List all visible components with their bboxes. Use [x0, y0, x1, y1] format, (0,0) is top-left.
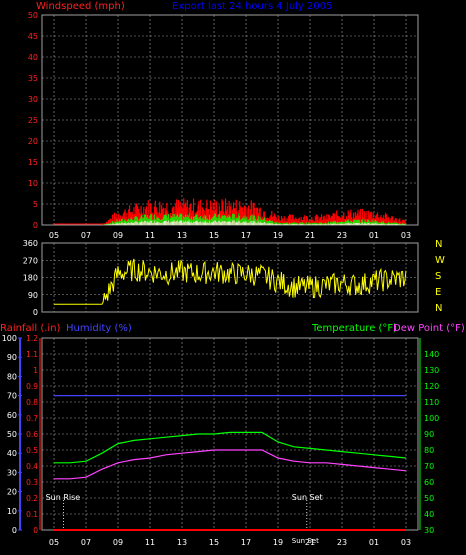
humidity-ytick-label: 70 — [7, 392, 17, 401]
wind-ytick-label: 35 — [28, 74, 38, 83]
wind-xtick-label: 09 — [113, 231, 123, 240]
thr-series-line — [54, 449, 407, 480]
direction-panel: 0 90 180 270 360 — [23, 239, 419, 317]
direction-ytick-label: 360 — [23, 239, 38, 248]
thr-xtick-label: 21 — [305, 538, 315, 547]
direction-ytick-label: 90 — [28, 291, 38, 300]
compass-n-top: N — [435, 239, 442, 250]
humidity-ytick-label: 80 — [7, 372, 17, 381]
humidity-ytick-label: 60 — [7, 411, 17, 420]
humidity-ytick-label: 10 — [7, 507, 17, 516]
rain-ytick-label: 0.4 — [26, 462, 38, 471]
temp-ytick-label: 100 — [424, 414, 439, 423]
wind-ytick-label: 20 — [28, 137, 38, 146]
direction-ytick-label: 180 — [23, 274, 38, 283]
temp-ytick-label: 80 — [424, 446, 434, 455]
sunset-label: Sun Set — [292, 493, 323, 502]
thr-xtick-label: 11 — [145, 538, 155, 547]
wind-xtick-label: 13 — [177, 231, 187, 240]
temp-ytick-label: 50 — [424, 494, 434, 503]
wind-ytick-label: 25 — [28, 116, 38, 125]
temp-ytick-label: 140 — [424, 350, 439, 359]
compass-s: S — [435, 271, 441, 282]
compass-labels: N W S E N — [435, 239, 445, 314]
dewpoint-title: Dew Point (°F) — [393, 323, 465, 334]
wind-xtick-label: 19 — [273, 231, 283, 240]
temp-ytick-label: 40 — [424, 510, 434, 519]
humidity-ytick-label: 30 — [7, 468, 17, 477]
sunset-label-bottom: Sun Set — [292, 537, 319, 545]
wind-xtick-label: 21 — [305, 231, 315, 240]
temp-ytick-label: 90 — [424, 430, 434, 439]
humidity-ytick-label: 40 — [7, 449, 17, 458]
period-title: Export last 24 hours 4 July 2005 — [172, 1, 332, 12]
wind-title: Windspeed (mph) — [36, 1, 125, 12]
wind-ytick-label: 50 — [28, 11, 38, 20]
temp-ytick-label: 30 — [424, 526, 434, 535]
humidity-ytick-label: 50 — [7, 430, 17, 439]
humidity-ytick-label: 90 — [7, 353, 17, 362]
temp-ytick-label: 130 — [424, 366, 439, 375]
thr-xtick-label: 03 — [401, 538, 411, 547]
thr-xtick-label: 07 — [81, 538, 91, 547]
sunrise-label: Sun Rise — [46, 493, 81, 502]
wind-xtick-label: 05 — [49, 231, 59, 240]
temperature-humidity-rain-panel: 010203040506070809010000.10.20.30.40.50.… — [2, 334, 440, 547]
compass-w: W — [435, 255, 445, 266]
compass-e: E — [435, 287, 441, 298]
temp-ytick-label: 120 — [424, 382, 439, 391]
rain-ytick-label: 0.9 — [26, 382, 38, 391]
rain-ytick-label: 0.7 — [26, 414, 38, 423]
direction-ytick-label: 0 — [33, 308, 38, 317]
wind-ytick-label: 45 — [28, 32, 38, 41]
compass-n-bottom: N — [435, 303, 442, 314]
thr-xtick-label: 17 — [241, 538, 251, 547]
rain-ytick-label: 1.2 — [26, 334, 38, 343]
humidity-ytick-label: 0 — [12, 526, 17, 535]
wind-ytick-label: 40 — [28, 53, 38, 62]
temp-ytick-label: 60 — [424, 478, 434, 487]
humidity-ytick-label: 100 — [2, 334, 17, 343]
direction-series-line — [54, 258, 407, 305]
temperature-title: Temperature (°F) — [311, 323, 397, 334]
rain-ytick-label: 1 — [33, 366, 38, 375]
wind-ytick-label: 30 — [28, 95, 38, 104]
rain-ytick-label: 0.2 — [26, 494, 38, 503]
thr-xtick-label: 15 — [209, 538, 219, 547]
direction-ytick-label: 270 — [23, 256, 38, 265]
rain-ytick-label: 0.3 — [26, 478, 38, 487]
wind-xtick-label: 07 — [81, 231, 91, 240]
rain-ytick-label: 0.6 — [26, 430, 38, 439]
wind-xtick-label: 11 — [145, 231, 155, 240]
rain-ytick-label: 0 — [33, 526, 38, 535]
rain-title: Rainfall (.in) — [0, 323, 61, 334]
temp-ytick-label: 110 — [424, 398, 439, 407]
thr-series-line — [54, 431, 407, 464]
rain-ytick-label: 0.8 — [26, 398, 38, 407]
thr-xtick-label: 09 — [113, 538, 123, 547]
wind-ytick-label: 0 — [33, 221, 38, 230]
wind-ytick-label: 10 — [28, 179, 38, 188]
wind-xtick-label: 03 — [401, 231, 411, 240]
wind-xtick-label: 23 — [337, 231, 347, 240]
rain-ytick-label: 0.5 — [26, 446, 38, 455]
humidity-title: Humidity (%) — [66, 323, 132, 334]
wind-xtick-label: 15 — [209, 231, 219, 240]
thr-xtick-label: 01 — [369, 538, 379, 547]
thr-xtick-label: 19 — [273, 538, 283, 547]
wind-xtick-label: 17 — [241, 231, 251, 240]
thr-xtick-label: 23 — [337, 538, 347, 547]
wind-xtick-label: 01 — [369, 231, 379, 240]
wind-ytick-label: 15 — [28, 158, 38, 167]
humidity-ytick-label: 20 — [7, 488, 17, 497]
rain-ytick-label: 1.1 — [26, 350, 38, 359]
wind-ytick-label: 5 — [33, 200, 38, 209]
thr-xtick-label: 13 — [177, 538, 187, 547]
temp-ytick-label: 70 — [424, 462, 434, 471]
rain-ytick-label: 0.1 — [26, 510, 38, 519]
thr-xtick-label: 05 — [49, 538, 59, 547]
